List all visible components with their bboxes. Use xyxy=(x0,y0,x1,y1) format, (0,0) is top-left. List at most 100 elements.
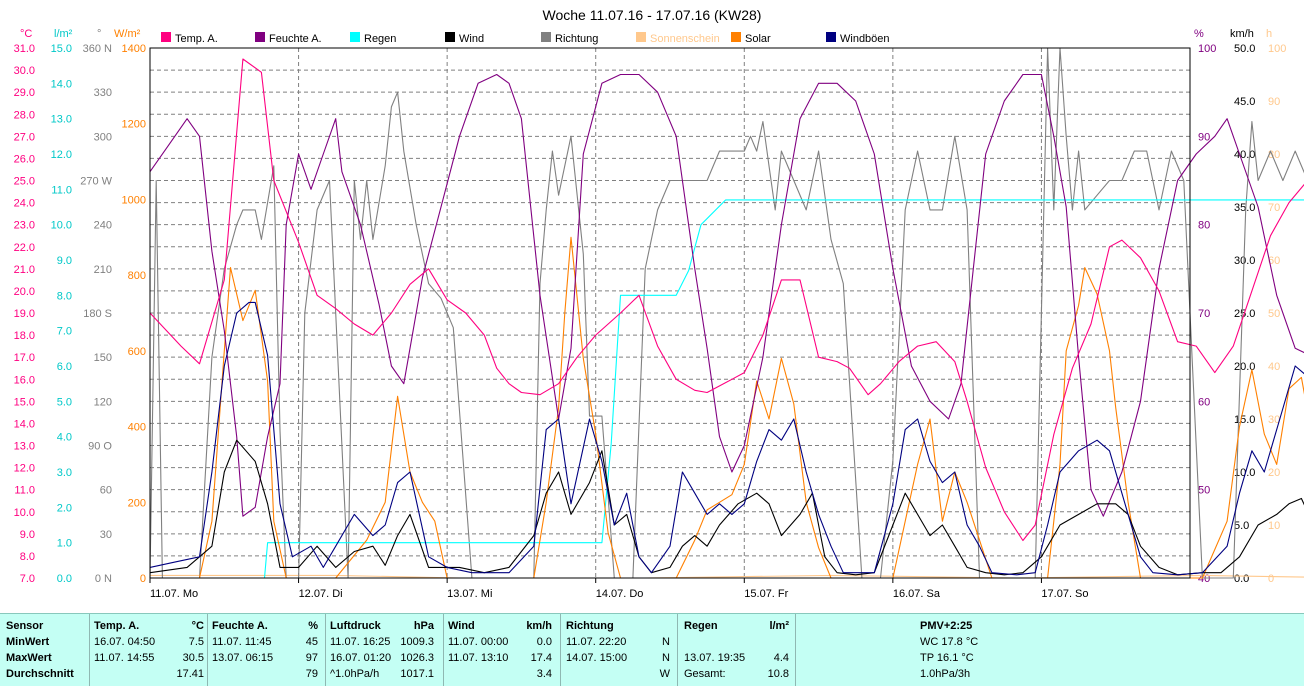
axis-tick-label: 1000 xyxy=(122,194,146,206)
sensor-header: Sensor xyxy=(6,620,44,632)
stats-humidity: Feuchte A. % 11.07. 11:45 45 13.07. 06:1… xyxy=(212,614,318,686)
sun-unit: h xyxy=(1266,28,1272,40)
hum-header: Feuchte A. xyxy=(212,620,268,632)
series-line xyxy=(149,47,1304,579)
hum-header-unit: % xyxy=(308,620,318,632)
dir-max-time: 14.07. 15:00 xyxy=(566,652,628,664)
wind-header-unit: km/h xyxy=(526,620,552,632)
axis-tick-label: 7.0 xyxy=(20,573,35,585)
axis-tick-label: 9.0 xyxy=(57,255,72,267)
axis-tick-label: 270 W xyxy=(80,176,112,188)
min-label: MinWert xyxy=(6,636,50,648)
axis-tick-label: 240 xyxy=(94,220,112,232)
axis-tick-label: 45.0 xyxy=(1234,96,1255,108)
series-line xyxy=(149,301,1304,576)
rain-header-unit: l/m² xyxy=(769,620,789,632)
legend-swatch xyxy=(826,32,836,42)
weather-chart: Woche 11.07.16 - 17.07.16 (KW28) °C l/m²… xyxy=(14,7,1304,600)
rain-total-label: Gesamt: xyxy=(684,668,726,680)
legend-swatch xyxy=(161,32,171,42)
axis-tick-label: 8.0 xyxy=(20,551,35,563)
day-label: 13.07. Mi xyxy=(447,588,492,600)
axis-tick-label: 200 xyxy=(128,497,146,509)
legend-label: Sonnenschein xyxy=(650,33,720,45)
legend-swatch xyxy=(636,32,646,42)
axis-tick-label: 50 xyxy=(1268,308,1280,320)
axis-tick-label: 26.0 xyxy=(14,153,35,165)
axis-tick-label: 60 xyxy=(100,485,112,497)
dir-max-value: N xyxy=(662,652,670,664)
axis-tick-label: 35.0 xyxy=(1234,202,1255,214)
series-regen xyxy=(150,199,1304,579)
stats-pmv: PMV+2:25 WC 17.8 °C TP 16.1 °C 1.0hPa/3h xyxy=(920,614,1060,686)
press-min-value: 1009.3 xyxy=(400,636,434,648)
wind-min-time: 11.07. 00:00 xyxy=(448,636,509,648)
legend-swatch xyxy=(731,32,741,42)
avg-label: Durchschnitt xyxy=(6,668,74,680)
hum-min-time: 11.07. 11:45 xyxy=(212,636,272,648)
axis-tick-label: 0 xyxy=(1268,573,1274,585)
axis-tick-label: 9.0 xyxy=(20,529,35,541)
temp-max-value: 30.5 xyxy=(182,652,204,664)
series-solar xyxy=(150,236,1304,579)
series-windben xyxy=(149,301,1304,576)
axis-tick-label: 30.0 xyxy=(14,65,35,77)
stats-divider xyxy=(795,614,796,686)
stats-divider xyxy=(560,614,561,686)
axis-tick-label: 15.0 xyxy=(14,396,35,408)
axis-tick-label: 30.0 xyxy=(1234,255,1255,267)
dir-header: Richtung xyxy=(566,620,614,632)
series-line xyxy=(149,439,1304,576)
press-trend: ^1.0hPa/h xyxy=(330,668,380,680)
axis-tick-label: 12.0 xyxy=(14,463,35,475)
axis-tick-label: 100 xyxy=(1268,43,1286,55)
stats-divider xyxy=(677,614,678,686)
series-line xyxy=(150,199,1304,579)
dewpoint-value: TP 16.1 °C xyxy=(920,652,974,664)
axis-tick-label: 0.0 xyxy=(1234,573,1249,585)
stats-direction: Richtung 11.07. 22:20 N 14.07. 15:00 N W xyxy=(566,614,670,686)
series-tempa xyxy=(149,58,1304,542)
axis-tick-label: 1400 xyxy=(122,43,146,55)
chart-title: Woche 11.07.16 - 17.07.16 (KW28) xyxy=(543,7,762,23)
series-line xyxy=(150,236,1304,579)
plot-frame xyxy=(149,47,1191,579)
axis-tick-label: 14.0 xyxy=(51,78,72,90)
legend-label: Feuchte A. xyxy=(269,33,322,45)
axis-tick-label: 18.0 xyxy=(14,330,35,342)
axis-tick-label: 100 xyxy=(1198,43,1216,55)
axis-tick-label: 20 xyxy=(1268,467,1280,479)
axis-tick-label: 330 xyxy=(94,87,112,99)
axis-tick-label: 5.0 xyxy=(1234,520,1249,532)
wind-header: Wind xyxy=(448,620,475,632)
solar-unit: W/m² xyxy=(114,28,141,40)
axis-tick-label: 22.0 xyxy=(14,242,35,254)
hum-unit: % xyxy=(1194,28,1204,40)
press-header-unit: hPa xyxy=(413,620,434,632)
rain-header: Regen xyxy=(684,620,718,632)
axis-tick-label: 800 xyxy=(128,270,146,282)
press-header: Luftdruck xyxy=(330,620,381,632)
press-min-time: 11.07. 16:25 xyxy=(330,636,391,648)
axis-tick-label: 25.0 xyxy=(1234,308,1255,320)
temp-min-value: 7.5 xyxy=(188,636,204,648)
axis-tick-label: 8.0 xyxy=(57,290,72,302)
chart-legend: Temp. A. Feuchte A. Regen Wind Richtung Sonne… xyxy=(161,32,890,45)
axis-tick-label: 0 N xyxy=(95,573,112,585)
temp-min-time: 16.07. 04:50 xyxy=(94,636,156,648)
day-label: 12.07. Di xyxy=(299,588,343,600)
axis-tick-label: 3.0 xyxy=(57,467,72,479)
hum-avg-value: 79 xyxy=(305,668,318,680)
series-wind xyxy=(149,439,1304,576)
axis-tick-label: 4.0 xyxy=(57,432,72,444)
stats-row-labels: Sensor MinWert MaxWert Durchschnitt xyxy=(6,614,90,686)
axis-tick-label: 50 xyxy=(1198,485,1210,497)
axis-tick-label: 90 O xyxy=(88,441,112,453)
axis-tick-label: 400 xyxy=(128,422,146,434)
axis-tick-label: 90 xyxy=(1268,96,1280,108)
axis-tick-label: 300 xyxy=(94,131,112,143)
axis-tick-label: 10.0 xyxy=(51,220,72,232)
series-feuchtea xyxy=(149,73,1304,517)
stats-table: Sensor MinWert MaxWert Durchschnitt Temp… xyxy=(0,613,1304,686)
axis-tick-label: 30 xyxy=(100,529,112,541)
